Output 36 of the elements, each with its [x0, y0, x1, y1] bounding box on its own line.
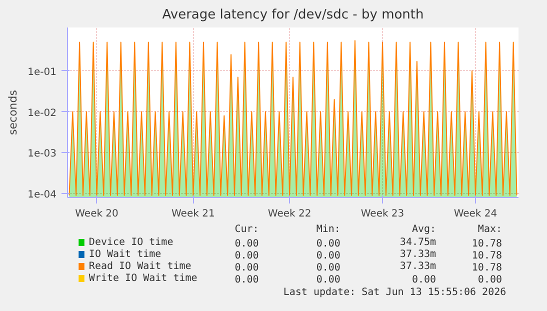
text: Min:	[316, 224, 340, 235]
text: 0.00	[234, 250, 259, 262]
text: Last update: Sat Jun 13 15:55:06 2026	[283, 287, 506, 298]
text: Cur:	[234, 224, 259, 235]
x-tick-label: Week 20	[75, 208, 118, 220]
text: 37.33m	[400, 261, 436, 272]
text: Avg:	[412, 224, 436, 235]
x-tick-label: Week 22	[268, 208, 312, 220]
text: 0.00	[316, 262, 340, 274]
legend-label: Device IO time	[88, 237, 174, 248]
x-tick-label: Week 21	[172, 208, 215, 220]
text: Max:	[478, 224, 502, 235]
y-tick-label: 1e-04	[28, 190, 57, 201]
y-tick-label: 1e-01	[28, 66, 57, 78]
text: 10.78	[472, 262, 502, 274]
text: 0.00	[316, 250, 340, 262]
text: 0.00	[234, 238, 259, 250]
text: 34.75m	[400, 237, 436, 248]
text: 0.00	[234, 262, 259, 274]
text: 0.00	[234, 274, 259, 286]
chart-title: Average latency for /dev/sdc - by month	[162, 8, 424, 22]
y-tick-label: 1e-02	[28, 108, 57, 119]
legend-label: Read IO Wait time	[88, 261, 192, 272]
text: 10.78	[472, 238, 502, 250]
x-tick-label: Week 23	[360, 208, 404, 220]
y-tick-label: 1e-03	[28, 148, 57, 160]
text: 0.00	[412, 274, 436, 286]
y-axis-title: seconds	[6, 90, 20, 135]
text: 0.00	[316, 238, 340, 250]
legend-label: Write IO Wait time	[88, 273, 198, 284]
text: 0.00	[316, 274, 340, 286]
x-tick-label: Week 24	[454, 208, 498, 220]
text: 10.78	[472, 250, 502, 262]
legend-label: IO Wait time	[88, 249, 162, 260]
text: 0.00	[478, 274, 502, 286]
text: 37.33m	[400, 249, 436, 260]
